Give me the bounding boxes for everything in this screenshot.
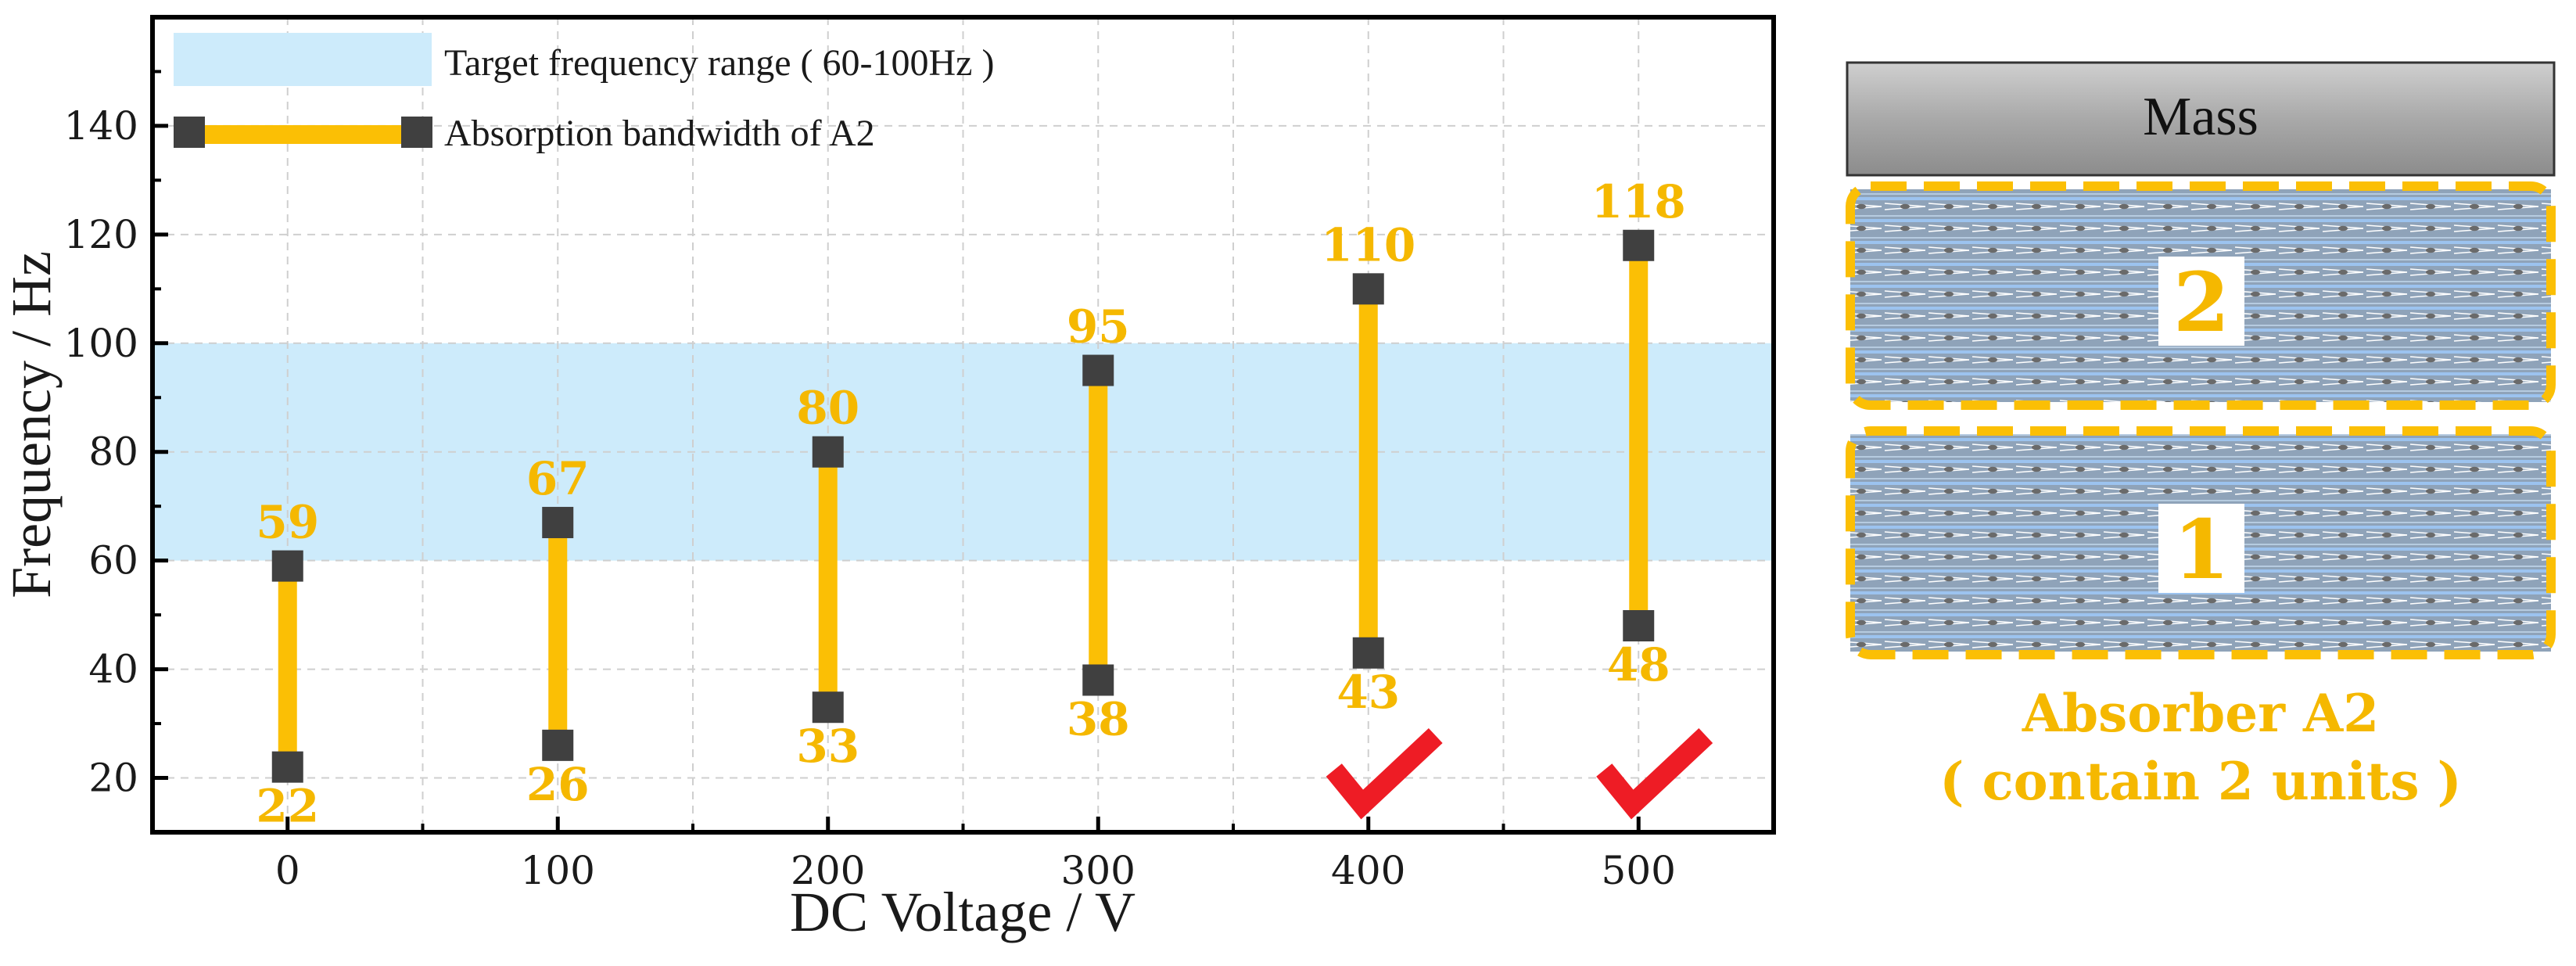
range-bar	[548, 523, 568, 745]
data-label-low: 26	[526, 758, 590, 811]
x-axis-label: DC Voltage / V	[790, 881, 1136, 943]
mass-block	[1846, 61, 2556, 177]
range-marker-low	[271, 751, 303, 783]
unit-1-outline	[1846, 426, 2556, 659]
data-label-high: 80	[796, 382, 859, 435]
range-marker-high	[271, 550, 303, 582]
x-tick-label: 500	[1602, 848, 1676, 893]
x-tick-label: 400	[1331, 848, 1405, 893]
absorber-subtitle: ( contain 2 units )	[1939, 751, 2461, 812]
unit-2-label-box	[2158, 257, 2244, 346]
range-marker-low	[812, 691, 844, 724]
data-label-high: 110	[1321, 218, 1415, 271]
range-marker-high	[812, 436, 844, 468]
data-label-low: 48	[1607, 638, 1670, 691]
range-bar	[1629, 245, 1649, 627]
y-tick-label: 100	[64, 321, 138, 366]
axis-ticks	[152, 70, 1641, 832]
data-label-high: 95	[1067, 300, 1130, 354]
range-marker-high	[1352, 273, 1384, 305]
range-marker-low	[1623, 610, 1655, 642]
unit-1-label-box	[2158, 504, 2244, 593]
legend-range-swatch-marker-left	[174, 117, 205, 148]
data-label-high: 59	[256, 496, 319, 549]
range-bar	[1358, 289, 1378, 653]
x-tick-label: 100	[521, 848, 595, 893]
y-tick-label: 80	[88, 429, 138, 475]
range-marker-high	[1623, 229, 1655, 261]
x-tick-label: 300	[1061, 848, 1136, 893]
data-label-high: 118	[1591, 175, 1686, 228]
x-tick-label: 0	[275, 848, 300, 893]
legend: Target frequency range ( 60-100Hz ) Abso…	[174, 33, 994, 154]
legend-range-swatch-marker-right	[401, 117, 432, 148]
x-tick-label: 200	[791, 848, 865, 893]
y-tick-label: 140	[64, 103, 138, 149]
absorber-title: Absorber A2	[2022, 683, 2379, 744]
unit-2-label: 2	[2173, 254, 2230, 350]
legend-band-label: Target frequency range ( 60-100Hz )	[444, 42, 994, 84]
y-tick-label: 60	[88, 538, 138, 584]
data-label-low: 38	[1067, 692, 1130, 745]
y-axis-label: Frequency / Hz	[0, 251, 63, 598]
y-tick-label: 20	[88, 756, 138, 801]
unit-2-outline	[1846, 181, 2556, 410]
range-bar	[278, 566, 297, 767]
range-marker-low	[1352, 637, 1384, 669]
legend-range-swatch-bar	[188, 125, 421, 144]
y-tick-label: 120	[64, 212, 138, 257]
data-label-high: 67	[526, 452, 590, 505]
range-marker-low	[542, 729, 574, 761]
range-bar	[1089, 370, 1108, 681]
check-mark-icon	[1596, 728, 1713, 820]
range-marker-high	[1082, 354, 1114, 386]
absorber-diagram: Mass 2 1 Absorber A2 ( contain 2 units )	[1846, 61, 2556, 812]
check-mark-icon	[1326, 728, 1443, 820]
y-tick-label: 40	[88, 647, 138, 692]
mass-label: Mass	[2143, 87, 2258, 147]
data-label-low: 43	[1336, 666, 1400, 719]
range-bar	[818, 451, 838, 708]
legend-band-swatch	[174, 33, 432, 86]
range-marker-high	[542, 507, 574, 539]
legend-range-label: Absorption bandwidth of A2	[444, 113, 875, 154]
unit-1-label: 1	[2173, 501, 2230, 598]
tick-labels: 20 40 60 80 100 120 140 0 100 200 300 400 500	[64, 103, 1676, 893]
data-label-low: 33	[796, 720, 859, 773]
range-marker-low	[1082, 664, 1114, 696]
